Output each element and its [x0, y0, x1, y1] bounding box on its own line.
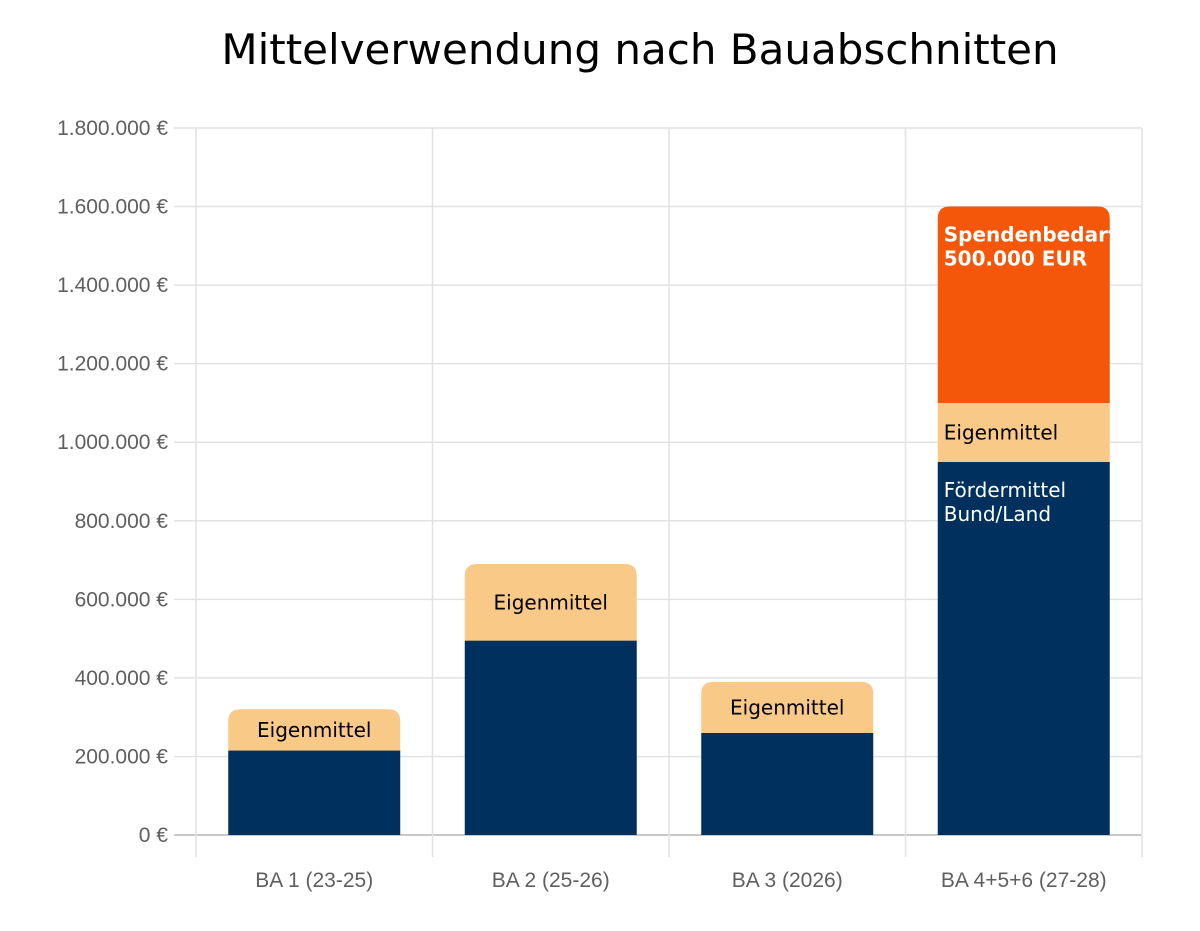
bar-segment-foerder [228, 750, 401, 835]
y-tick-label: 800.000 € [75, 510, 169, 533]
x-tick-label: BA 2 (25-26) [492, 869, 610, 892]
segment-label-eigen: Eigenmittel [730, 695, 844, 719]
bar-segment-eigen [701, 681, 874, 733]
segment-label-eigen: Eigenmittel [944, 420, 1058, 444]
segment-label-foerder: Fördermittel Bund/Land [944, 478, 1066, 526]
y-tick-label: 1.200.000 € [57, 353, 168, 376]
bar-segment-foerder [937, 461, 1110, 835]
segment-label-eigen: Eigenmittel [257, 718, 371, 742]
y-tick-label: 600.000 € [75, 588, 169, 611]
y-tick-label: 0 € [139, 824, 169, 847]
y-axis: 0 € 200.000 € 400.000 € 600.000 € 800.000 € 1… [57, 117, 168, 847]
y-tick-label: 1.000.000 € [57, 431, 168, 454]
bar-segment-eigen [464, 563, 637, 641]
x-tick-label: BA 3 (2026) [732, 869, 843, 892]
y-tick-label: 200.000 € [75, 745, 169, 768]
segment-labels: Eigenmittel Eigenmittel Eigenmittel Eigenmi… [257, 223, 1117, 742]
segment-label-eigen: Eigenmittel [494, 590, 608, 614]
gridlines [174, 127, 1143, 857]
bar-segment-foerder [464, 640, 637, 835]
x-axis: BA 1 (23-25) BA 2 (25-26) BA 3 (2026) BA 4+… [255, 869, 1106, 892]
y-tick-label: 1.600.000 € [57, 196, 168, 219]
x-tick-label: BA 1 (23-25) [255, 869, 373, 892]
bar-segment-eigen [228, 709, 401, 751]
bar-segment-eigen [937, 402, 1110, 462]
bars [228, 206, 1110, 835]
y-tick-label: 400.000 € [75, 667, 169, 690]
bar-segment-spenden [937, 206, 1110, 403]
y-tick-label: 1.800.000 € [57, 117, 168, 140]
chart-title: Mittelverwendung nach Bauabschnitten [221, 25, 1058, 74]
y-tick-label: 1.400.000 € [57, 274, 168, 297]
bar-segment-foerder [701, 732, 874, 835]
x-tick-label: BA 4+5+6 (27-28) [941, 869, 1107, 892]
segment-label-spenden: Spendenbedarf 500.000 EUR [944, 223, 1117, 271]
